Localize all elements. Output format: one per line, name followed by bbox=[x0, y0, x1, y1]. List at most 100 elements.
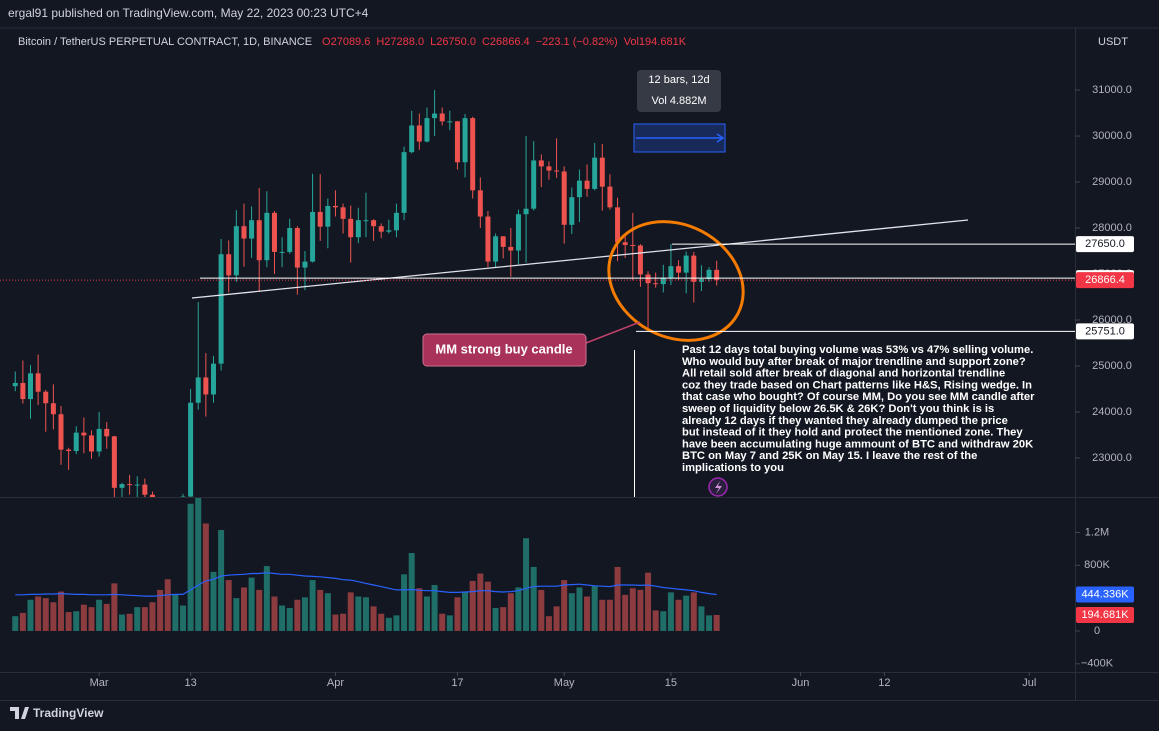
candle-body bbox=[142, 484, 148, 495]
candle-body bbox=[111, 436, 117, 488]
published-line: ergal91 published on TradingView.com, Ma… bbox=[8, 6, 369, 20]
candle-body bbox=[561, 171, 567, 225]
candle-body bbox=[226, 254, 232, 276]
candle-body bbox=[241, 226, 247, 239]
volume-bar bbox=[19, 612, 26, 631]
candle-body bbox=[523, 208, 529, 215]
candle-body bbox=[35, 373, 41, 392]
candle-body bbox=[622, 242, 628, 246]
candle-body bbox=[96, 428, 102, 452]
candle-body bbox=[317, 211, 323, 227]
volume-bar bbox=[423, 596, 430, 631]
volume-bar bbox=[606, 599, 613, 631]
candle-body bbox=[386, 230, 392, 232]
rising-trendline bbox=[191, 219, 969, 299]
volume-bar bbox=[164, 579, 171, 631]
candle-body bbox=[134, 484, 140, 486]
candle-body bbox=[88, 435, 94, 452]
volume-bar bbox=[362, 597, 369, 631]
volume-bar bbox=[347, 592, 354, 631]
volume-bar bbox=[210, 571, 217, 631]
candle-body bbox=[73, 432, 79, 452]
volume-bar bbox=[492, 607, 499, 631]
candle-body bbox=[409, 125, 415, 153]
volume-bar bbox=[568, 593, 575, 631]
candle-body bbox=[576, 180, 582, 198]
candle-body bbox=[454, 121, 460, 163]
callout-pointer bbox=[585, 321, 641, 344]
volume-bar bbox=[50, 602, 57, 631]
candle-body bbox=[554, 170, 560, 172]
volume-tick-label: 1.2M bbox=[1085, 526, 1109, 538]
volume-bar bbox=[134, 607, 141, 631]
volume-bar bbox=[286, 607, 293, 631]
volume-bar bbox=[408, 552, 415, 631]
volume-bar bbox=[218, 530, 225, 631]
volume-bar bbox=[179, 605, 186, 631]
volume-tick-label: 0 bbox=[1094, 625, 1100, 637]
last-price-tag-bg bbox=[1076, 272, 1134, 289]
volume-bar bbox=[416, 588, 423, 631]
volume-bar bbox=[279, 605, 286, 631]
price-pane bbox=[12, 90, 720, 497]
candle-body bbox=[660, 277, 666, 285]
candle-body bbox=[81, 432, 87, 436]
volume-bar bbox=[660, 611, 667, 631]
level-tag: 25751.0 bbox=[1085, 325, 1125, 337]
candle-body bbox=[538, 160, 544, 167]
close-value: C26866.4 bbox=[482, 36, 530, 48]
level-tag: 27650.0 bbox=[1085, 238, 1125, 250]
volume-bar bbox=[240, 587, 247, 631]
volume-pane bbox=[12, 498, 720, 631]
volume-bar bbox=[713, 614, 720, 631]
candle-body bbox=[416, 125, 422, 142]
candle-body bbox=[592, 157, 598, 189]
x-tick-label: 12 bbox=[878, 677, 890, 689]
y-tick-label: 24000.0 bbox=[1092, 406, 1132, 418]
candle-body bbox=[607, 186, 613, 208]
volume-bar bbox=[591, 585, 598, 631]
candle-body bbox=[500, 236, 506, 247]
volume-bar bbox=[454, 597, 461, 631]
note-line: Who would buy after break of major trend… bbox=[682, 356, 1026, 368]
candle-body bbox=[432, 113, 438, 119]
x-tick-label: May bbox=[554, 677, 575, 689]
candle-body bbox=[180, 496, 186, 497]
candle-body bbox=[515, 214, 521, 251]
volume-bar bbox=[561, 580, 568, 631]
candle-body bbox=[676, 266, 682, 273]
candle-body bbox=[302, 261, 308, 268]
volume-bar bbox=[12, 616, 19, 631]
candle-body bbox=[439, 113, 445, 122]
candle-body bbox=[355, 220, 361, 238]
note-line: BTC on May 7 and 25K on May 15. I leave … bbox=[682, 450, 977, 462]
symbol: Bitcoin / TetherUS PERPETUAL CONTRACT, 1… bbox=[18, 36, 312, 48]
note-line: already 12 days if they wanted they alre… bbox=[682, 415, 1008, 427]
note-line: coz they trade based on Chart patterns l… bbox=[682, 379, 1032, 391]
candle-body bbox=[43, 391, 49, 404]
volume-bar bbox=[645, 572, 652, 631]
volume-bar bbox=[187, 503, 194, 631]
measure-arrow-head bbox=[716, 133, 725, 143]
candle-body bbox=[50, 403, 56, 415]
volume-bar bbox=[65, 612, 72, 631]
volume-bar bbox=[576, 587, 583, 631]
candle-body bbox=[348, 218, 354, 238]
volume-bar bbox=[675, 599, 682, 631]
candle-body bbox=[264, 212, 270, 261]
open-value: O27089.6 bbox=[322, 36, 370, 48]
note-line: have been accumulating huge ammount of B… bbox=[682, 438, 1033, 450]
measure-box bbox=[637, 70, 721, 112]
idea-bolt bbox=[715, 481, 722, 494]
candle-body bbox=[20, 382, 26, 400]
volume-ma-tag-bg bbox=[1076, 586, 1134, 603]
note-line: All retail sold after break of diagonal … bbox=[682, 368, 1005, 380]
y-tick-label: 31000.0 bbox=[1092, 84, 1132, 96]
volume-bar bbox=[667, 592, 674, 631]
volume-ma-line bbox=[15, 572, 717, 597]
volume-bar bbox=[507, 593, 514, 631]
candle-body bbox=[256, 220, 262, 261]
volume-bar bbox=[35, 596, 42, 631]
measure-volume: Vol 4.882M bbox=[651, 95, 706, 107]
